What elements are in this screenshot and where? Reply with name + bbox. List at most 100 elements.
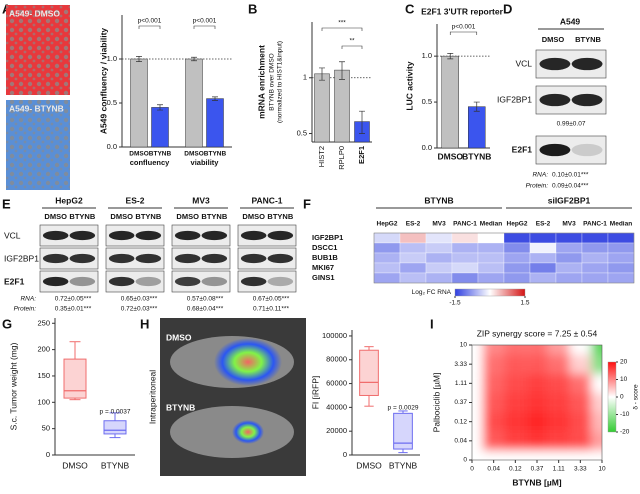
cell-line: PANC-1 — [251, 195, 282, 205]
heatmap-cell — [503, 272, 531, 284]
lane-label: BTYNB — [575, 35, 601, 44]
surface-cell — [482, 345, 505, 355]
y-tick-label: 250 — [37, 318, 50, 327]
surface-cell — [569, 354, 592, 374]
heatmap-cell — [555, 242, 583, 254]
panel-label: I — [430, 316, 434, 331]
surface-cell — [547, 450, 570, 460]
x-category-label: RPLP0 — [337, 146, 346, 170]
row-label: VCL — [515, 58, 532, 68]
heatmap-cell — [373, 242, 401, 254]
heatmap-cell — [373, 252, 401, 264]
y-tick-label: 0.0 — [422, 143, 432, 152]
heatmap-cell — [399, 262, 427, 274]
blot-band — [240, 253, 267, 264]
colorbar-tick-label: -10 — [620, 411, 630, 418]
bar-label: DMSO — [129, 151, 149, 158]
y-tick-label: 10 — [460, 342, 468, 349]
box — [103, 420, 127, 435]
y-tick-label: 0.12 — [454, 418, 467, 425]
heatmap-cell — [373, 262, 401, 274]
heatmap-cell — [555, 252, 583, 264]
surface-cell — [504, 354, 527, 374]
error-bar — [447, 53, 454, 60]
blot-band — [571, 93, 603, 107]
lane-label: DMSO — [44, 212, 67, 221]
heatmap-cell — [529, 252, 557, 264]
y-tick-label: 50 — [42, 424, 50, 433]
rna-value: 0.65±0.03*** — [121, 296, 158, 303]
surface-cell — [472, 354, 483, 374]
heatmap-cell — [399, 272, 427, 284]
x-category-label: BTYNB — [462, 151, 491, 161]
blot-band — [42, 253, 69, 264]
blot — [237, 224, 297, 247]
image-label: BTYNB — [166, 402, 195, 412]
y-tick-label: 0.5 — [422, 97, 432, 106]
error-bar — [359, 110, 365, 134]
y-tick-label: 1.11 — [455, 380, 468, 387]
colorbar-tick-label: -1.5 — [449, 300, 461, 307]
annotation: ** — [349, 38, 355, 45]
y-axis-label: A549 confluency / viability — [98, 28, 108, 135]
surface-cell — [526, 431, 548, 451]
y-axis-label: Palbociclib [µM] — [431, 373, 441, 433]
y-tick-label: 0 — [463, 457, 467, 464]
lane-label: BTYNB — [267, 212, 293, 221]
surface-cell — [482, 412, 505, 432]
blot-band — [201, 230, 228, 241]
significance-bracket — [193, 25, 216, 29]
row-label: VCL — [4, 230, 21, 240]
panel-label: G — [2, 316, 12, 331]
bar — [130, 58, 148, 148]
heatmap-cell — [581, 242, 609, 254]
blot-band — [135, 253, 162, 264]
surface-cell — [482, 354, 505, 374]
lane-label: BTYNB — [135, 212, 161, 221]
x-tick-label: 0.37 — [531, 466, 544, 473]
micrograph-texture — [6, 100, 70, 190]
surface-cell — [472, 392, 483, 413]
y-tick-label: 20000 — [326, 426, 347, 435]
cell-line: A549 — [560, 16, 581, 26]
protein-value: 0.09±0.04*** — [552, 183, 589, 190]
blot-band — [108, 253, 135, 264]
chart-title: ZIP synergy score = 7.25 ± 0.54 — [477, 328, 598, 338]
surface-cell — [504, 345, 527, 355]
bar — [185, 58, 203, 148]
x-category-label: BTYNB — [101, 460, 130, 470]
heatmap-cell — [451, 272, 479, 284]
column-label: HepG2 — [507, 221, 528, 228]
column-label: MV3 — [432, 221, 446, 228]
heatmap-cell — [477, 252, 505, 264]
y-tick-label: 100000 — [322, 331, 347, 340]
column-label: PANC-1 — [583, 221, 607, 228]
heatmap-cell — [451, 262, 479, 274]
annotation: *** — [338, 20, 346, 27]
surface-cell — [504, 450, 527, 460]
image-label: A549- BTYNB — [9, 103, 64, 113]
surface-cell — [472, 431, 483, 451]
cell-line: MV3 — [192, 195, 210, 205]
column-label: PANC-1 — [453, 221, 477, 228]
colorbar-tick-label: 10 — [620, 376, 628, 383]
rna-value: 0.10±0.01*** — [552, 172, 589, 179]
heatmap-cell — [477, 242, 505, 254]
blot — [39, 270, 99, 293]
surface-cell — [591, 392, 602, 413]
x-tick-label: 0 — [470, 466, 474, 473]
blot-band — [267, 230, 294, 241]
blot-band — [174, 253, 201, 264]
surface-cell — [526, 412, 548, 432]
panel-label: F — [303, 196, 311, 211]
heatmap-cell — [425, 272, 453, 284]
surface — [472, 345, 602, 460]
surface-cell — [504, 373, 527, 393]
surface-cell — [591, 373, 602, 393]
bar — [441, 55, 459, 149]
blot-band — [135, 230, 162, 241]
blot-band — [539, 57, 571, 71]
surface-cell — [547, 431, 570, 451]
x-category-label: DMSO — [438, 151, 464, 161]
